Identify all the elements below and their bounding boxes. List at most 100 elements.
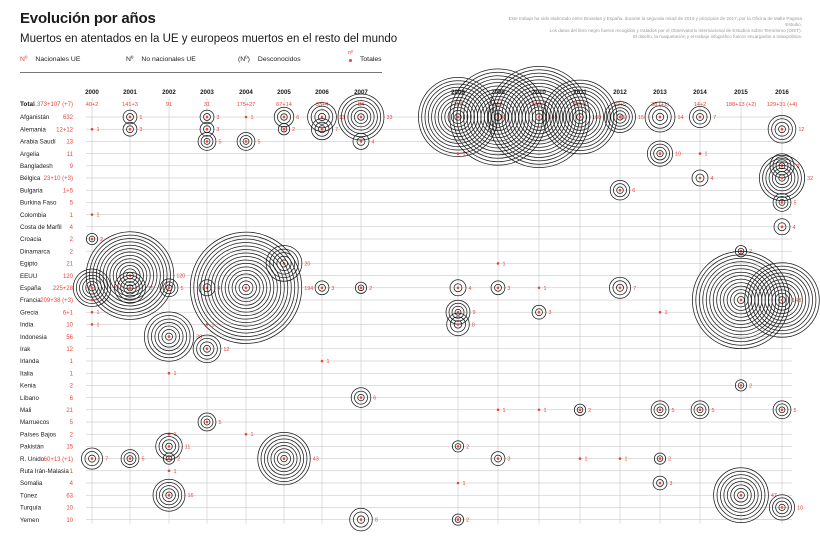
bubble-label: 33 — [386, 115, 392, 121]
country-label: Kenia — [20, 383, 36, 390]
bubble-dot — [456, 323, 460, 326]
bubble-ring — [494, 72, 584, 162]
bubble-ring — [162, 452, 176, 465]
bubble-ring — [280, 259, 288, 268]
bubble-label: 2 — [668, 457, 671, 463]
bubble-ring — [691, 169, 709, 187]
bubble-ring — [143, 311, 195, 362]
bubble-ring — [203, 418, 211, 426]
bubble-label: 1 — [705, 152, 708, 158]
bubble-ring — [193, 235, 299, 341]
bubble-ring — [695, 173, 705, 183]
bubble-label: 15 — [638, 115, 644, 121]
legend-eu-label: Nacionales UE — [35, 56, 81, 63]
bubble-ring — [162, 488, 176, 502]
bubble-label: 32 — [807, 176, 813, 182]
year-label: 2007 — [354, 89, 368, 96]
bubble-ring — [197, 132, 217, 151]
bubble-label: 16 — [188, 493, 194, 499]
bubble-dot — [780, 225, 784, 229]
bubble-label: 5 — [793, 408, 796, 414]
bubble-dot — [496, 408, 500, 412]
bubble-ring — [109, 255, 151, 297]
country-label: Alemania — [20, 126, 46, 133]
bubble-ring — [112, 258, 148, 293]
bubble-ring — [572, 109, 588, 125]
bubble-dot — [780, 408, 784, 412]
bubble-ring — [210, 252, 282, 323]
bubble-ring — [451, 513, 465, 526]
chart-title: Evolución por años — [20, 10, 156, 27]
country-total: 4 — [70, 481, 74, 487]
bubble-ring — [709, 268, 773, 332]
year-total: 84 — [358, 102, 364, 108]
bubble-label: 3 — [139, 127, 142, 133]
bubble-label: 3 — [507, 286, 510, 292]
bubble-label: 9 — [473, 310, 476, 316]
bubble-ring — [696, 406, 704, 414]
bubble-ring — [350, 387, 372, 408]
bubble-label: 14 — [677, 115, 683, 121]
bubble-dot — [359, 115, 363, 119]
bubble-ring — [744, 262, 820, 338]
country-label: R. Unido — [20, 456, 45, 463]
bubble-ring — [773, 218, 791, 236]
bubble-ring — [238, 280, 254, 296]
bubble-dot — [205, 323, 209, 326]
bubble-ring — [357, 113, 365, 121]
bubble-ring — [771, 289, 793, 311]
bubble-ring — [569, 106, 591, 128]
bubble-ring — [655, 112, 665, 122]
year-label: 2004 — [239, 89, 253, 96]
bubble-ring — [768, 164, 796, 192]
bubble-ring — [347, 103, 375, 131]
bubble-dot — [205, 127, 209, 131]
bubble-ring — [693, 403, 707, 417]
bubble-label: 6 — [632, 188, 635, 194]
bubble-ring — [75, 271, 109, 304]
bubble-ring — [161, 329, 177, 345]
bubble-ring — [200, 242, 292, 334]
bubble-ring — [653, 452, 667, 465]
bubble-dot — [320, 286, 324, 290]
bubble-ring — [242, 283, 250, 292]
bubble-label: 5 — [711, 408, 714, 414]
bubble-ring — [221, 263, 271, 313]
bubble-ring — [778, 125, 786, 134]
bubble-label: 15 — [148, 286, 154, 292]
country-label: Turquía — [20, 505, 42, 512]
bubble-dot — [456, 518, 460, 521]
bubble-dot — [658, 457, 662, 460]
bubble-ring — [446, 312, 470, 337]
bubble-label: 6 — [296, 115, 299, 121]
bubble-label: 3 — [669, 481, 672, 487]
bubble-dot — [90, 457, 94, 460]
bubble-ring — [203, 113, 211, 121]
bubble-label: 120 — [176, 274, 185, 280]
bubble-ring — [778, 162, 786, 170]
bubble-dot — [90, 286, 94, 290]
bubble-dot — [578, 115, 582, 119]
country-label: India — [20, 322, 34, 329]
bubble-label: 1 — [665, 310, 668, 316]
bubble-ring — [762, 158, 802, 198]
bubble-ring — [774, 121, 790, 137]
bubble-ring — [778, 199, 786, 206]
bubble-ring — [610, 107, 630, 127]
bubble-label: 6 — [373, 396, 376, 402]
country-total: 5 — [70, 420, 74, 426]
bubble-ring — [764, 282, 800, 318]
bubble-ring — [531, 304, 547, 320]
bubble-ring — [120, 449, 140, 468]
bubble-ring — [613, 110, 627, 124]
country-total: 2 — [70, 384, 74, 390]
bubble-ring — [307, 102, 337, 132]
country-total: 12+12 — [56, 127, 74, 133]
country-total: 225+28 — [53, 286, 74, 292]
total-row-value: 1.373+107 (+7) — [32, 102, 73, 108]
bubble-ring — [126, 125, 134, 134]
country-total: 6 — [70, 396, 74, 402]
bubble-ring — [165, 491, 173, 499]
bubble-ring — [778, 174, 786, 182]
bubble-label: 1 — [212, 322, 215, 328]
